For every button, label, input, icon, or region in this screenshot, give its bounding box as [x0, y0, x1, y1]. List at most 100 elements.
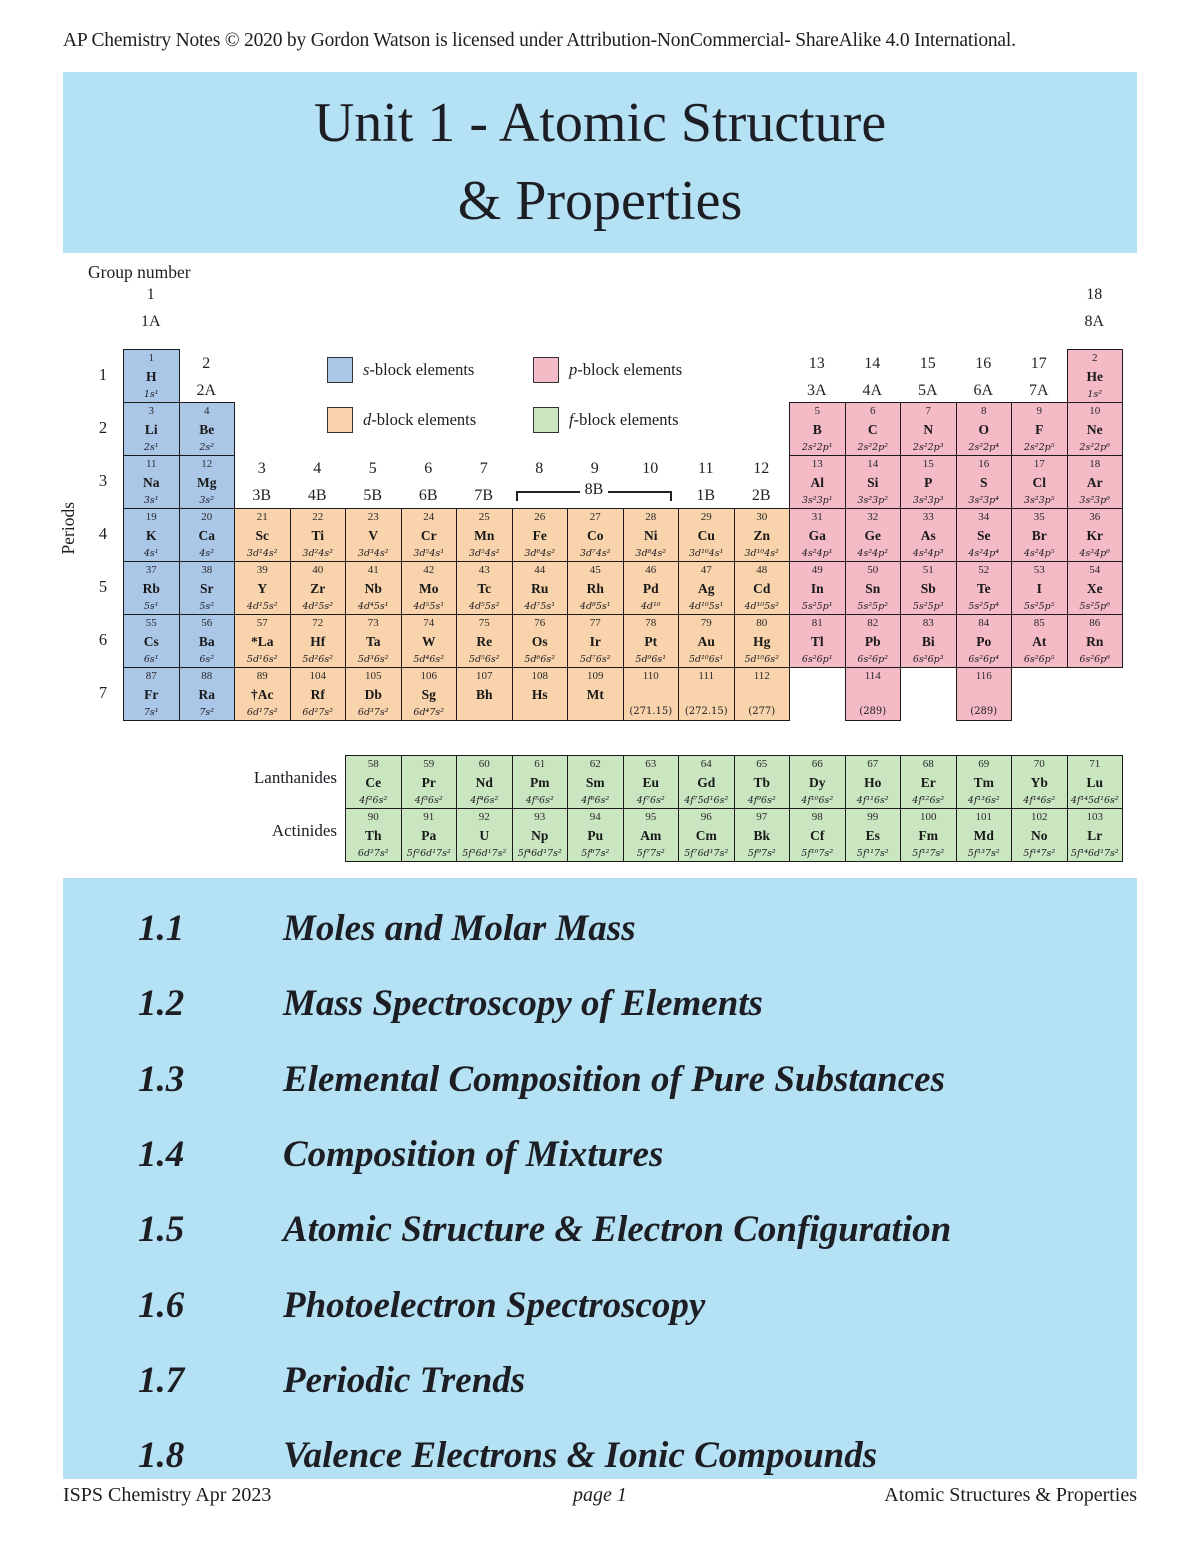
topic-number: 1.5 — [138, 1209, 185, 1251]
electron-configuration: 3d²4s² — [302, 547, 334, 559]
group-header-number: 1 — [146, 286, 155, 303]
element-cell-Eu: 63 Eu 4f⁷6s² — [622, 755, 679, 809]
element-cell-Db: 105 Db 6d³7s² — [345, 667, 402, 721]
atomic-number: 111 — [698, 669, 715, 682]
electron-configuration: 3s²3p⁴ — [968, 494, 1000, 506]
topic-title: Mass Spectroscopy of Elements — [283, 983, 763, 1025]
atomic-number: 3 — [148, 404, 155, 417]
electron-configuration: 5s¹ — [143, 600, 159, 612]
electron-configuration: 5f¹⁰7s² — [801, 847, 834, 859]
electron-configuration: 4f¹⁴5d¹6s² — [1070, 794, 1119, 806]
element-symbol: Np — [531, 827, 549, 843]
atomic-number: 43 — [478, 563, 490, 576]
element-cell-Xe: 54 Xe 5s²5p⁶ — [1066, 561, 1123, 615]
element-cell-F: 9 F 2s²2p⁵ — [1011, 402, 1068, 456]
footer-page-number: page 1 — [573, 1484, 627, 1506]
atomic-number: 33 — [922, 510, 934, 523]
electron-configuration: 4f⁷6s² — [636, 794, 665, 806]
element-symbol: Ba — [198, 633, 215, 649]
element-cell-Be: 4 Be 2s² — [178, 402, 235, 456]
element-symbol: Sb — [920, 580, 936, 596]
atomic-number: 110 — [642, 669, 659, 682]
atomic-number: 99 — [867, 810, 879, 823]
atomic-number: 45 — [589, 563, 601, 576]
group-header-number: 2 — [202, 355, 211, 372]
electron-configuration: 5s²5p⁵ — [1023, 600, 1055, 612]
electron-configuration: 4d⁸5s¹ — [579, 600, 611, 612]
electron-configuration: 3d⁵4s² — [468, 547, 500, 559]
element-cell-Kr: 36 Kr 4s²4p⁶ — [1066, 508, 1123, 562]
electron-configuration: 3s²3p⁶ — [1079, 494, 1111, 506]
period-number-1: 1 — [98, 365, 108, 384]
electron-configuration: 3d⁷4s² — [579, 547, 611, 559]
topic-row-1-7: 1.7 Periodic Trends — [63, 1343, 1137, 1418]
electron-configuration: 1s¹ — [143, 388, 159, 400]
atomic-number: 101 — [975, 810, 993, 823]
element-symbol: Yb — [1030, 774, 1048, 790]
element-cell-Mn: 25 Mn 3d⁵4s² — [456, 508, 513, 562]
electron-configuration: 4f¹³6s² — [967, 794, 1000, 806]
atomic-number: 64 — [700, 757, 712, 770]
electron-configuration: 5f⁴6d¹7s² — [517, 847, 562, 859]
element-cell-K: 19 K 4s¹ — [123, 508, 180, 562]
element-cell-W: 74 W 5d⁴6s² — [400, 614, 457, 668]
atomic-number: 68 — [922, 757, 934, 770]
atomic-number: 80 — [756, 616, 768, 629]
element-cell-Sr: 38 Sr 5s² — [178, 561, 235, 615]
element-cell-Os: 76 Os 5d⁶6s² — [511, 614, 568, 668]
element-cell-Ba: 56 Ba 6s² — [178, 614, 235, 668]
element-cell-Np: 93 Np 5f⁴6d¹7s² — [511, 808, 568, 862]
element-cell-Dy: 66 Dy 4f¹⁰6s² — [789, 755, 846, 809]
legend-item-f-block: f-block elements — [533, 407, 679, 433]
element-cell-Sn: 50 Sn 5s²5p² — [844, 561, 901, 615]
electron-configuration: 4f²6s² — [359, 794, 388, 806]
element-cell-Ho: 67 Ho 4f¹¹6s² — [844, 755, 901, 809]
atomic-number: 52 — [978, 563, 990, 576]
element-symbol: Ne — [1086, 421, 1103, 437]
element-symbol: In — [810, 580, 824, 596]
element-symbol: Na — [143, 474, 160, 490]
element-symbol: Gd — [697, 774, 716, 790]
element-cell-Bi: 83 Bi 6s²6p³ — [900, 614, 957, 668]
f-block-swatch — [533, 407, 559, 433]
group-header-number: 13 — [808, 355, 825, 372]
footer-left: ISPS Chemistry Apr 2023 — [63, 1484, 272, 1506]
element-cell-Co: 27 Co 3d⁷4s² — [567, 508, 624, 562]
lanthanides-row-label: Lanthanides — [253, 768, 337, 787]
atomic-number: 14 — [867, 457, 879, 470]
element-symbol: Re — [476, 633, 493, 649]
element-symbol: W — [422, 633, 436, 649]
element-symbol: Ta — [365, 633, 381, 649]
element-cell-Pa: 91 Pa 5f²6d¹7s² — [400, 808, 457, 862]
element-symbol: Sc — [255, 527, 270, 543]
element-symbol: Tb — [753, 774, 770, 790]
element-cell-As: 33 As 4s²4p³ — [900, 508, 957, 562]
element-symbol — [871, 688, 874, 702]
element-symbol: As — [920, 527, 936, 543]
electron-configuration: 5s² — [199, 600, 215, 612]
electron-configuration: 4d⁵5s² — [468, 600, 500, 612]
atomic-number: 6 — [870, 404, 876, 417]
element-cell-Se: 34 Se 4s²4p⁴ — [955, 508, 1012, 562]
group-header-number: 9 — [590, 460, 599, 477]
topic-number: 1.3 — [138, 1058, 185, 1100]
element-symbol: Rn — [1086, 633, 1104, 649]
legend-label: f-block elements — [569, 410, 679, 429]
electron-configuration: 4f³6s² — [414, 794, 443, 806]
electron-configuration: 5s²5p³ — [912, 600, 944, 612]
element-cell-Bk: 97 Bk 5f⁹7s² — [733, 808, 790, 862]
electron-configuration: 3d¹4s² — [246, 547, 278, 559]
atomic-number: 12 — [201, 457, 213, 470]
element-symbol — [982, 688, 985, 702]
element-cell-Ru: 44 Ru 4d⁷5s¹ — [511, 561, 568, 615]
group-header-number: 3 — [257, 460, 266, 477]
electron-configuration: 5d⁹6s¹ — [635, 653, 667, 665]
electron-configuration — [538, 708, 541, 718]
element-cell-Sb: 51 Sb 5s²5p³ — [900, 561, 957, 615]
atomic-number: 107 — [476, 669, 493, 682]
element-cell-Ni: 28 Ni 3d⁸4s² — [622, 508, 679, 562]
atomic-number: 32 — [867, 510, 879, 523]
electron-configuration: 4d¹5s² — [246, 600, 278, 612]
element-symbol: †Ac — [251, 686, 274, 702]
electron-configuration: 6s²6p⁴ — [968, 653, 1000, 665]
